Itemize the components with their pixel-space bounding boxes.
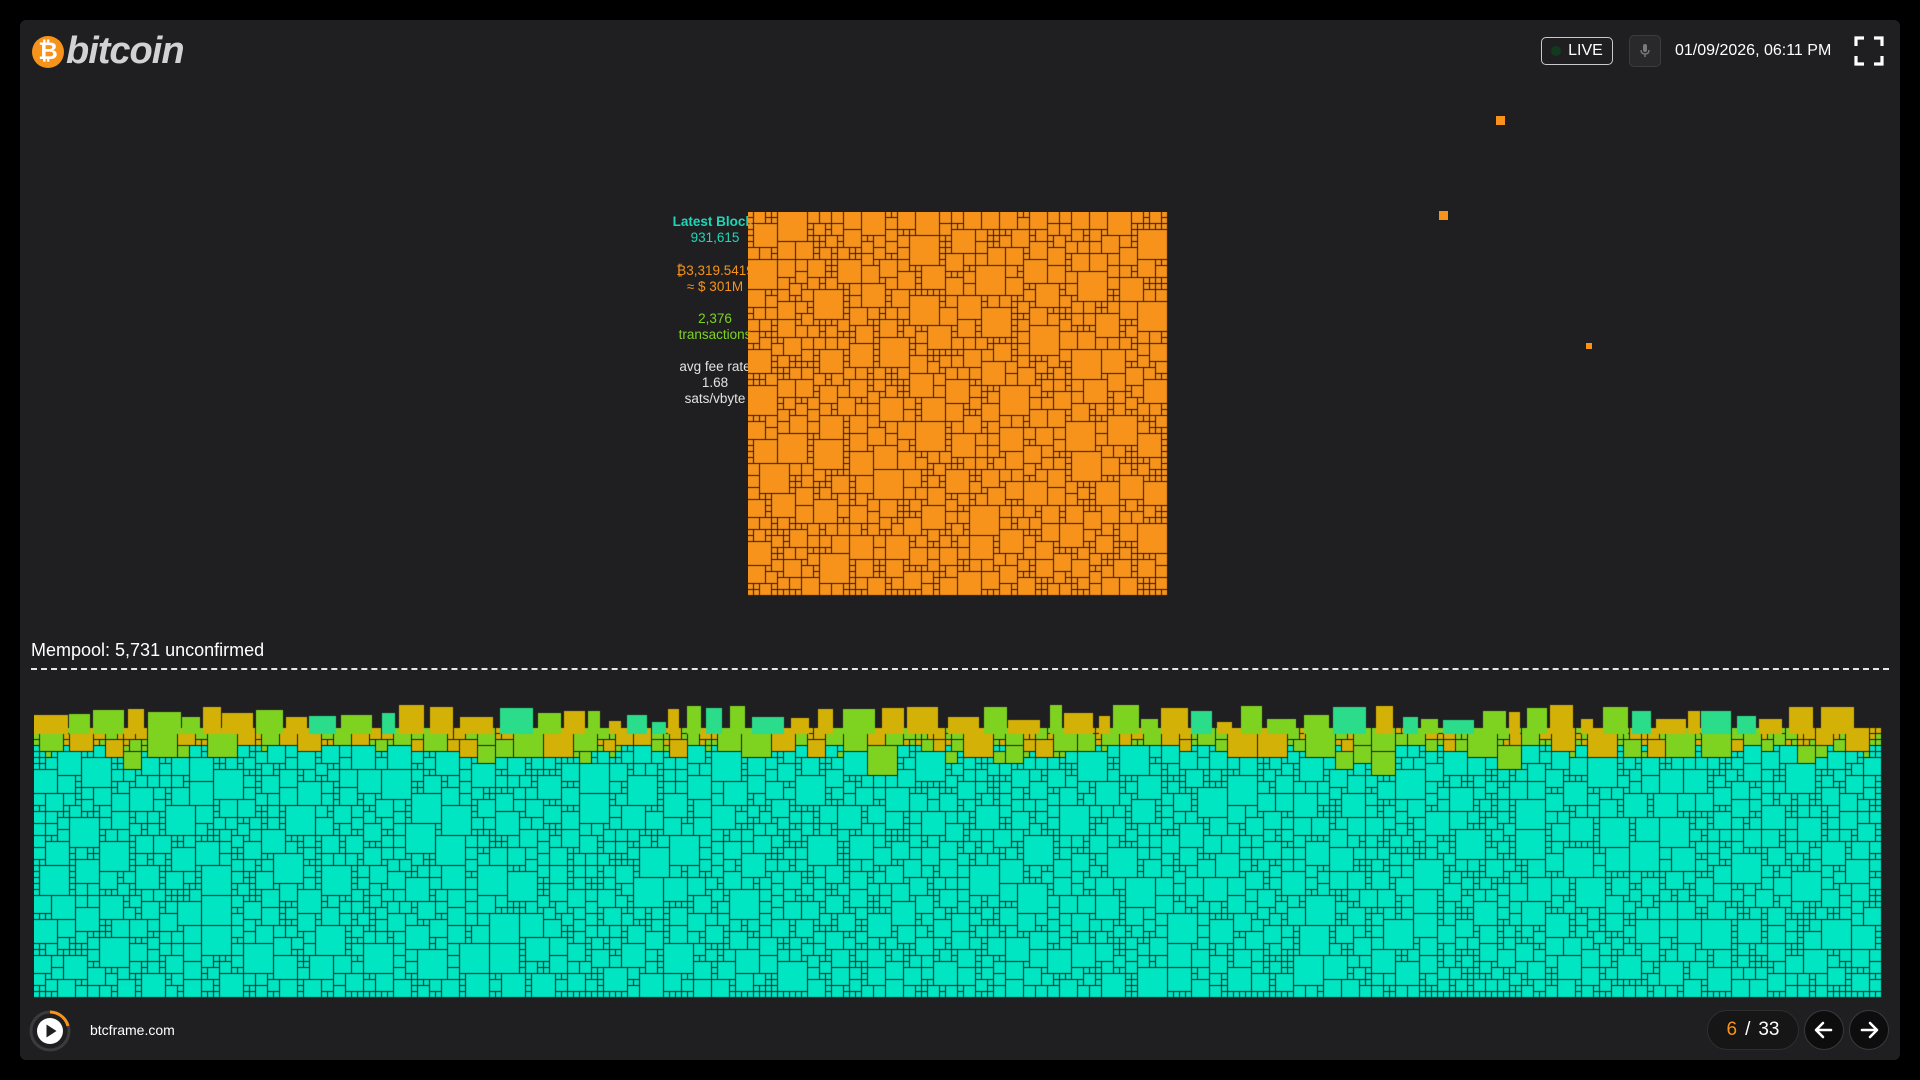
incoming-tx-square <box>1496 116 1505 125</box>
next-button[interactable] <box>1849 1010 1889 1050</box>
arrow-left-icon <box>1814 1021 1833 1039</box>
site-link[interactable]: btcframe.com <box>90 1022 175 1038</box>
latest-block-label: Latest Block: <box>672 214 758 229</box>
app-frame: ₿ bitcoin LIVE 01/09/2026, 06:11 PM Late… <box>20 20 1900 1060</box>
block-fee-label: avg fee rate <box>679 359 751 374</box>
mempool-visualization <box>34 704 1884 998</box>
microphone-icon <box>1640 44 1650 57</box>
latest-block-visualization <box>748 212 1170 600</box>
previous-button[interactable] <box>1804 1010 1844 1050</box>
incoming-tx-square <box>1439 211 1448 220</box>
microphone-button[interactable] <box>1629 35 1661 67</box>
arrow-right-icon <box>1860 1021 1879 1039</box>
live-indicator-dot <box>1551 46 1562 56</box>
live-label: LIVE <box>1568 42 1603 59</box>
play-icon <box>29 1010 71 1052</box>
live-button[interactable]: LIVE <box>1541 37 1613 65</box>
block-tx-label: transactions <box>678 327 752 342</box>
block-usd-value: ≈ $ 301M <box>686 279 744 294</box>
block-tx-count: 2,376 <box>698 311 732 326</box>
current-datetime: 01/09/2026, 06:11 PM <box>1675 42 1832 59</box>
mempool-title: Mempool: 5,731 unconfirmed <box>31 640 265 660</box>
bitcoin-logo-icon: ₿ <box>32 35 64 68</box>
block-btc-value: ₿3,319.5419 <box>676 263 754 278</box>
play-button[interactable] <box>28 1009 72 1053</box>
page-separator: / <box>1745 1019 1751 1040</box>
fullscreen-icon <box>1854 36 1884 66</box>
incoming-tx-square <box>1586 343 1592 349</box>
fullscreen-button[interactable] <box>1854 36 1884 66</box>
block-fee-unit: sats/vbyte <box>684 391 746 406</box>
latest-block-info: Latest Block: 931,615 ₿3,319.5419 ≈ $ 30… <box>640 214 790 407</box>
block-fee-value: 1.68 <box>701 375 729 390</box>
block-height: 931,615 <box>690 230 740 245</box>
page-current: 6 <box>1726 1019 1738 1040</box>
page-total: 33 <box>1758 1019 1780 1040</box>
bitcoin-logo: ₿ bitcoin <box>32 30 185 73</box>
page-indicator: 6 / 33 <box>1707 1010 1799 1050</box>
logo-wordmark: bitcoin <box>66 30 185 72</box>
mempool-divider <box>31 668 1889 670</box>
